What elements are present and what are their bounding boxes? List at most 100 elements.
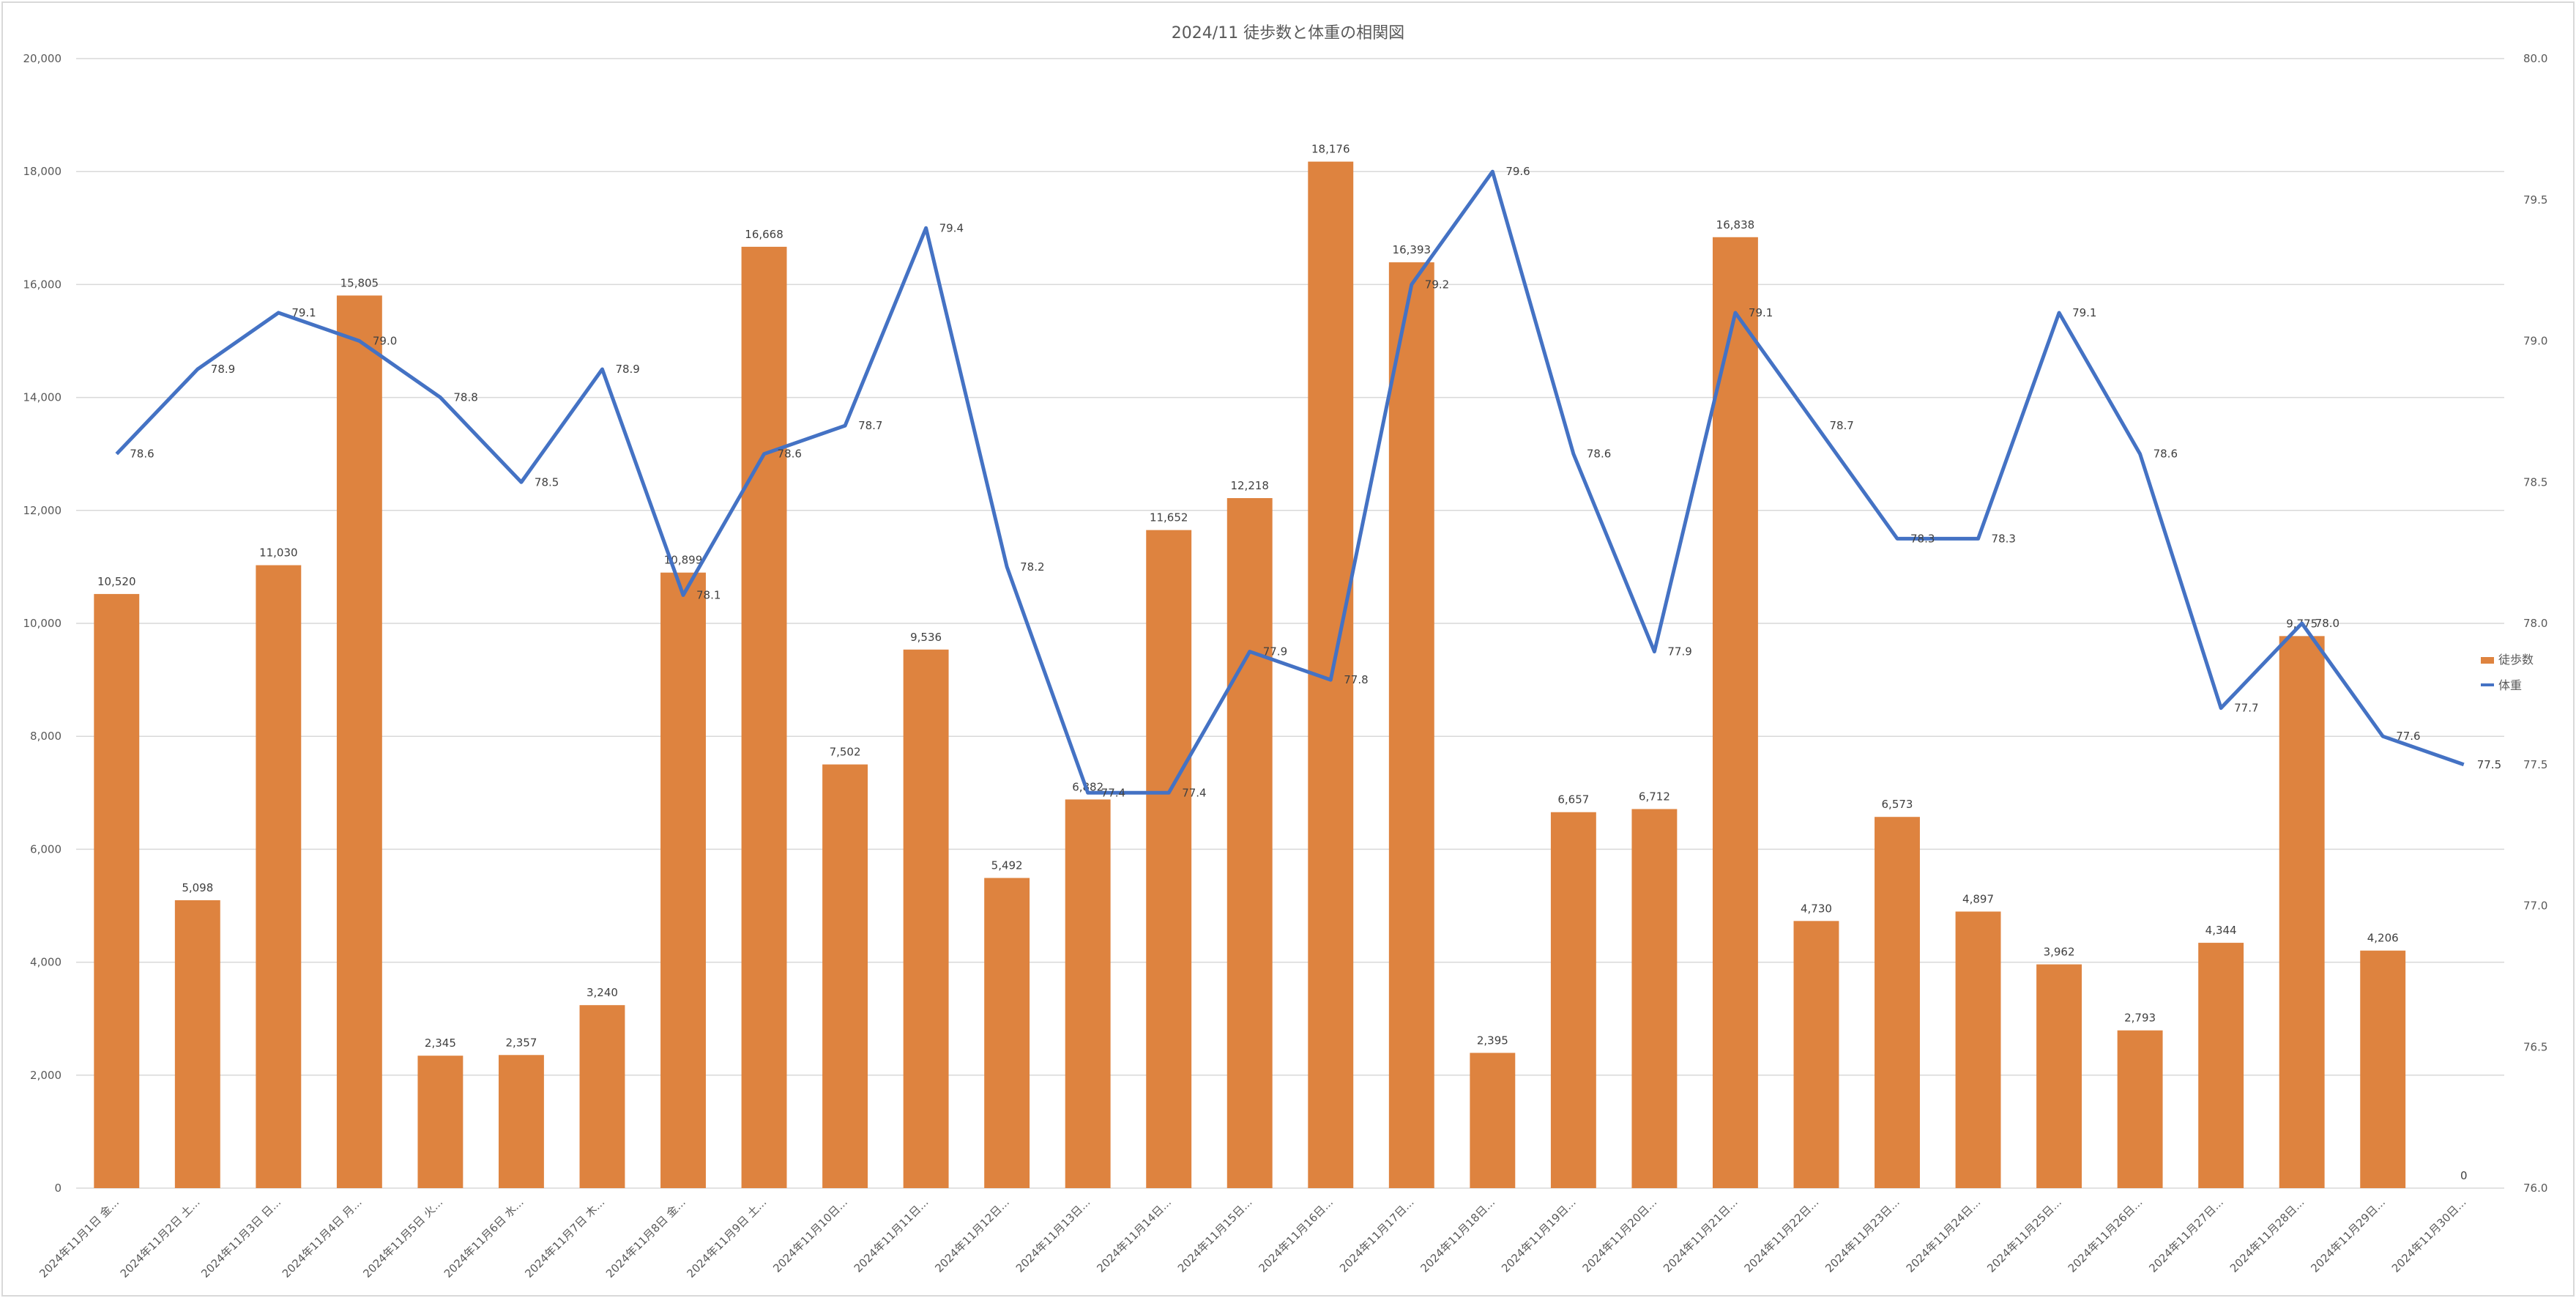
- x-tick-label: 2024年11月19日...: [1499, 1195, 1579, 1275]
- bar: [336, 295, 382, 1188]
- y-right-tick-label: 80.0: [2523, 52, 2547, 65]
- x-tick-label: 2024年11月29日...: [2308, 1195, 2388, 1275]
- line-data-label: 79.0: [373, 335, 397, 348]
- bar-data-label: 2,793: [2124, 1012, 2156, 1025]
- y-right-tick-label: 79.0: [2523, 335, 2547, 348]
- y-left-tick-label: 16,000: [23, 278, 62, 291]
- x-tick-label: 2024年11月15日...: [1175, 1195, 1255, 1275]
- line-data-label: 77.9: [1667, 645, 1691, 659]
- x-tick-label: 2024年11月12日...: [932, 1195, 1012, 1275]
- bar-data-label: 4,206: [2367, 932, 2399, 945]
- x-tick-label: 2024年11月11日...: [852, 1195, 931, 1275]
- line-data-label: 78.2: [1020, 560, 1044, 574]
- line-data-label: 79.1: [2072, 306, 2096, 319]
- bar: [2036, 964, 2082, 1188]
- bar-data-label: 2,345: [425, 1036, 456, 1050]
- bar-data-label: 3,240: [587, 986, 618, 999]
- x-tick-label: 2024年11月24日...: [1904, 1195, 1984, 1275]
- bar: [498, 1055, 544, 1188]
- bar-data-label: 9,536: [910, 631, 942, 644]
- line-data-label: 79.1: [1749, 306, 1773, 319]
- legend-label-steps: 徒歩数: [2498, 653, 2534, 667]
- bar-data-label: 6,712: [1639, 790, 1670, 804]
- bar-data-label: 6,657: [1557, 793, 1589, 806]
- y-right-tick-label: 76.0: [2523, 1182, 2547, 1195]
- x-tick-label: 2024年11月17日...: [1337, 1195, 1417, 1275]
- bar: [2360, 950, 2406, 1188]
- line-data-label: 78.6: [1587, 448, 1611, 461]
- bar-data-label: 16,668: [745, 228, 783, 241]
- bar-data-label: 3,962: [2044, 946, 2075, 959]
- bar-data-label: 15,805: [340, 276, 379, 289]
- bar-data-label: 2,395: [1477, 1034, 1508, 1047]
- combo-chart: 2024/11 徒歩数と体重の相関図 0 2,000 4,000 6,000 8,000…: [23, 24, 2548, 1280]
- line-data-label: 79.6: [1505, 165, 1530, 178]
- line-data-label: 78.3: [1992, 532, 2016, 545]
- bar-data-label: 4,897: [1962, 892, 1994, 905]
- line-data-label: 77.9: [1263, 645, 1287, 659]
- bar-data-label: 4,344: [2205, 924, 2237, 937]
- bar-data-label: 11,030: [259, 546, 298, 560]
- line-data-label: 77.8: [1344, 673, 1368, 686]
- bar: [1470, 1053, 1516, 1188]
- line-data-label: 77.4: [1182, 786, 1206, 799]
- line-data-label: 77.4: [1101, 786, 1125, 799]
- legend: 徒歩数 体重: [2481, 653, 2534, 692]
- x-tick-label: 2024年11月10日...: [770, 1195, 850, 1275]
- bar: [174, 900, 220, 1188]
- line-data-label: 78.8: [453, 391, 477, 404]
- bar: [2117, 1030, 2163, 1188]
- x-tick-label: 2024年11月26日...: [2066, 1195, 2145, 1275]
- x-tick-label: 2024年11月8日 金...: [603, 1195, 688, 1280]
- x-tick-label: 2024年11月20日...: [1580, 1195, 1660, 1275]
- gridlines: [76, 58, 2504, 1189]
- bar: [256, 565, 302, 1188]
- x-tick-label: 2024年11月14日...: [1094, 1195, 1174, 1275]
- bar: [660, 572, 706, 1188]
- x-tick-label: 2024年11月2日 土...: [118, 1195, 203, 1280]
- line-data-label: 77.6: [2396, 730, 2420, 743]
- bar-data-label: 4,730: [1801, 902, 1832, 915]
- y-left-tick-label: 0: [54, 1182, 62, 1195]
- bar-data-label: 7,502: [830, 746, 861, 759]
- bar: [1875, 817, 1920, 1188]
- y-left-tick-label: 4,000: [30, 956, 62, 969]
- line-data-label: 77.7: [2234, 702, 2258, 715]
- legend-label-weight: 体重: [2498, 678, 2522, 692]
- bar-data-label: 6,573: [1882, 798, 1913, 811]
- bar: [822, 764, 868, 1188]
- bar-data-label: 16,838: [1716, 218, 1755, 231]
- y-left-tick-label: 6,000: [30, 842, 62, 856]
- x-tick-label: 2024年11月7日 木...: [522, 1195, 607, 1280]
- line-data-label: 78.6: [778, 448, 802, 461]
- bar: [1631, 809, 1678, 1188]
- line-series-weight: 78.6 78.9 79.1 79.0 78.8 78.5 78.9 78.1 78.6 78.7…: [115, 165, 2501, 799]
- y-right-tick-label: 76.5: [2523, 1040, 2547, 1053]
- y-left-tick-label: 18,000: [23, 165, 62, 178]
- y-right-tick-label: 77.5: [2523, 758, 2547, 771]
- bar: [579, 1005, 625, 1188]
- bar: [417, 1056, 464, 1188]
- line-data-label: 79.1: [291, 306, 316, 319]
- chart-title: 2024/11 徒歩数と体重の相関図: [1172, 24, 1404, 42]
- line-data-label: 77.5: [2477, 758, 2501, 771]
- bar-data-label: 5,098: [182, 881, 213, 894]
- x-tick-label: 2024年11月16日...: [1256, 1195, 1336, 1275]
- x-tick-label: 2024年11月13日...: [1013, 1195, 1093, 1275]
- bar: [94, 593, 140, 1188]
- x-tick-label: 2024年11月6日 水...: [442, 1195, 526, 1280]
- x-tick-label: 2024年11月4日 月...: [280, 1195, 365, 1280]
- line-data-label: 78.6: [2154, 448, 2178, 461]
- y-left-tick-label: 10,000: [23, 617, 62, 630]
- line-data-label: 78.1: [696, 588, 721, 601]
- bar: [1550, 812, 1596, 1188]
- bar-data-label: 0: [2460, 1169, 2468, 1182]
- bar-data-label: 2,357: [505, 1036, 537, 1049]
- y-right-tick-label: 79.5: [2523, 193, 2547, 207]
- x-tick-label: 2024年11月21日...: [1661, 1195, 1741, 1275]
- y-right-tick-label: 78.5: [2523, 475, 2547, 489]
- bar-data-label: 6,882: [1072, 780, 1103, 793]
- x-tick-label: 2024年11月3日 日...: [198, 1195, 283, 1280]
